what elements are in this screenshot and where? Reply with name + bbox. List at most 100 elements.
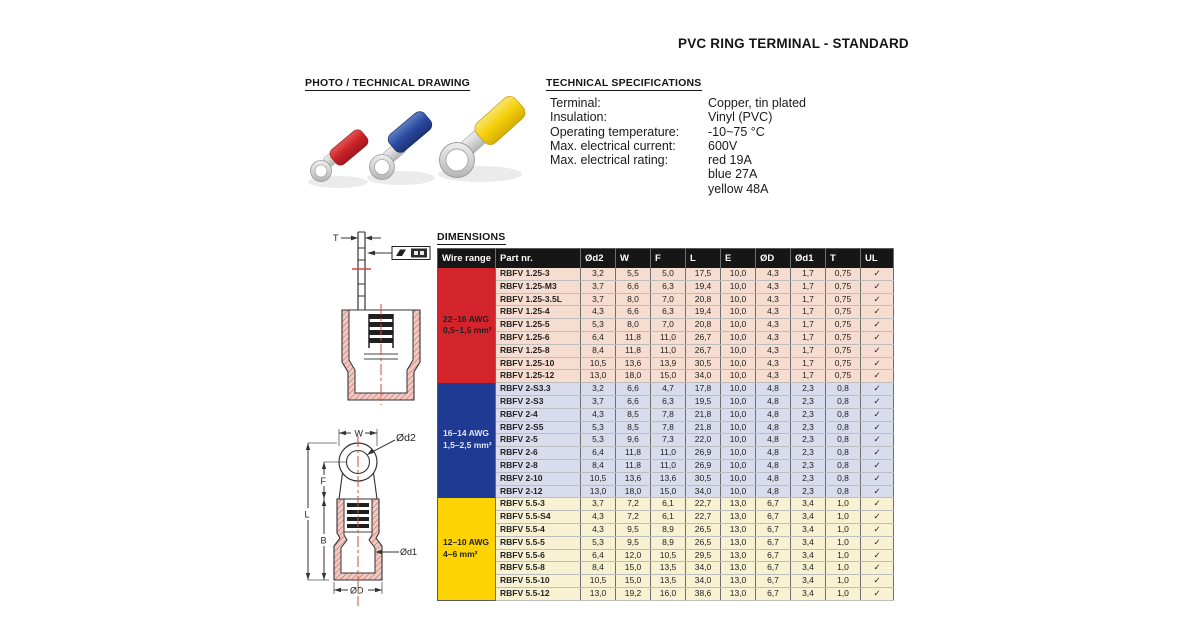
dim-label-w: W (355, 429, 364, 439)
dimension-value-cell: 26,9 (685, 459, 721, 473)
specs-section-heading: TECHNICAL SPECIFICATIONS (546, 77, 702, 91)
dimension-value-cell: 4,8 (755, 485, 791, 499)
dimension-value-cell: 21,8 (685, 408, 721, 422)
dimension-value-cell: 4,8 (755, 472, 791, 486)
dimension-value-cell: 11,8 (615, 331, 651, 345)
dimension-value-cell: 0,75 (825, 344, 861, 358)
dimension-value-cell: 34,0 (685, 574, 721, 588)
spec-label (550, 182, 708, 196)
photo-section-heading: PHOTO / TECHNICAL DRAWING (305, 77, 471, 91)
dimension-value-cell: 13,0 (720, 549, 756, 563)
dimension-value-cell: 7,0 (650, 293, 686, 307)
table-row: RBFV 5.5-6 6,4 12,0 10,5 29,5 13,0 6,7 3,4 1,0 ✓ (437, 549, 894, 563)
dimension-value-cell: 3,4 (790, 523, 826, 537)
dimension-value-cell: 2,3 (790, 421, 826, 435)
dimension-value-cell: 20,8 (685, 318, 721, 332)
dimension-value-cell: 1,7 (790, 280, 826, 294)
wire-range-cell: 22–16 AWG 0,5–1,5 mm² (437, 268, 496, 383)
part-number-cell: RBFV 5.5-5 (495, 536, 581, 550)
dimension-value-cell: 0,75 (825, 293, 861, 307)
dimension-value-cell: 1,7 (790, 305, 826, 320)
dimension-value-cell: 10,0 (720, 344, 756, 358)
column-header: ØD (755, 248, 791, 268)
dimension-value-cell: 13,0 (720, 523, 756, 537)
dimension-value-cell: 6,3 (650, 305, 686, 320)
dimensions-table: Wire range Part nr. Ød2 W F L E ØD Ød1 T UL 22–16 … (437, 248, 894, 601)
dimension-value-cell: 13,0 (580, 485, 616, 499)
dimension-value-cell: 13,0 (720, 587, 756, 601)
part-number-cell: RBFV 5.5-6 (495, 549, 581, 563)
dimension-value-cell: 0,75 (825, 318, 861, 332)
dimension-value-cell: 11,8 (615, 446, 651, 460)
ul-check-cell: ✓ (860, 523, 894, 537)
dimension-value-cell: 9,5 (615, 523, 651, 537)
yellow-terminal-photo (439, 96, 526, 178)
part-number-cell: RBFV 2-10 (495, 472, 581, 486)
dimension-value-cell: 34,0 (685, 561, 721, 576)
dimension-value-cell: 6,4 (580, 446, 616, 460)
spec-label: Insulation: (550, 110, 607, 125)
dimension-value-cell: 4,3 (755, 344, 791, 358)
dimension-value-cell: 5,3 (580, 318, 616, 332)
dimension-value-cell: 10,0 (720, 433, 756, 448)
dimension-value-cell: 10,0 (720, 408, 756, 422)
spec-label: Max. electrical rating: (550, 153, 669, 168)
dim-label-t: T (333, 233, 339, 243)
part-number-cell: RBFV 1.25-M3 (495, 280, 581, 294)
dimension-value-cell: 2,3 (790, 459, 826, 473)
spec-value: red 19A (708, 153, 752, 168)
dimension-value-cell: 1,7 (790, 268, 826, 281)
dimension-value-cell: 17,8 (685, 382, 721, 396)
dimension-value-cell: 21,8 (685, 421, 721, 435)
dimension-value-cell: 2,3 (790, 433, 826, 448)
dimension-value-cell: 4,3 (755, 357, 791, 371)
spec-value: 600V (708, 138, 738, 153)
table-row: RBFV 1.25-3.5L 3,7 8,0 7,0 20,8 10,0 4,3 1,7 0,7… (437, 293, 894, 307)
dimension-value-cell: 10,0 (720, 268, 756, 281)
dimension-value-cell: 10,0 (720, 293, 756, 307)
dim-label-d: ØD (350, 586, 364, 596)
part-number-cell: RBFV 1.25-12 (495, 369, 581, 384)
ul-check-cell: ✓ (860, 382, 894, 396)
dimension-value-cell: 1,0 (825, 497, 861, 512)
dimension-value-cell: 0,8 (825, 433, 861, 448)
dimension-value-cell: 0,8 (825, 459, 861, 473)
dimension-value-cell: 1,0 (825, 587, 861, 601)
dimension-value-cell: 4,3 (580, 408, 616, 422)
table-row: RBFV 2-5 5,3 9,6 7,3 22,0 10,0 4,8 2,3 0,8 ✓ (437, 433, 894, 448)
dimension-value-cell: 1,7 (790, 369, 826, 384)
dimension-value-cell: 13,0 (580, 587, 616, 601)
part-number-cell: RBFV 1.25-5 (495, 318, 581, 332)
column-header: T (825, 248, 861, 268)
part-number-cell: RBFV 5.5-4 (495, 523, 581, 537)
crimp-marking-callout (391, 246, 431, 260)
dimension-value-cell: 1,0 (825, 561, 861, 576)
dimension-value-cell: 3,4 (790, 574, 826, 588)
spec-label: Operating temperature: (550, 124, 680, 139)
dimension-value-cell: 6,7 (755, 523, 791, 537)
spec-value: Copper, tin plated (708, 96, 806, 110)
dimension-value-cell: 29,5 (685, 549, 721, 563)
ul-check-cell: ✓ (860, 305, 894, 320)
table-row: RBFV 1.25-4 4,3 6,6 6,3 19,4 10,0 4,3 1,7 0,75 ✓ (437, 305, 894, 320)
dimension-value-cell: 10,0 (720, 472, 756, 486)
dimension-value-cell: 4,3 (580, 305, 616, 320)
dimension-value-cell: 20,8 (685, 293, 721, 307)
dimension-value-cell: 6,7 (755, 549, 791, 563)
dimension-value-cell: 0,8 (825, 421, 861, 435)
ul-check-cell: ✓ (860, 408, 894, 422)
part-number-cell: RBFV 1.25-3.5L (495, 293, 581, 307)
dimension-value-cell: 6,1 (650, 497, 686, 512)
table-row: 22–16 AWG 0,5–1,5 mm² RBFV 1.25-3 3,2 5,5 5,0… (437, 268, 894, 383)
dimension-value-cell: 13,0 (720, 561, 756, 576)
dimension-value-cell: 4,8 (755, 408, 791, 422)
ul-check-cell: ✓ (860, 268, 894, 281)
dimension-value-cell: 6,6 (615, 395, 651, 409)
dimension-value-cell: 8,9 (650, 536, 686, 550)
dimension-value-cell: 13,0 (580, 369, 616, 384)
dim-label-b: B (321, 536, 327, 546)
dimension-value-cell: 4,7 (650, 382, 686, 396)
dimension-value-cell: 4,8 (755, 446, 791, 460)
part-number-cell: RBFV 2-12 (495, 485, 581, 499)
